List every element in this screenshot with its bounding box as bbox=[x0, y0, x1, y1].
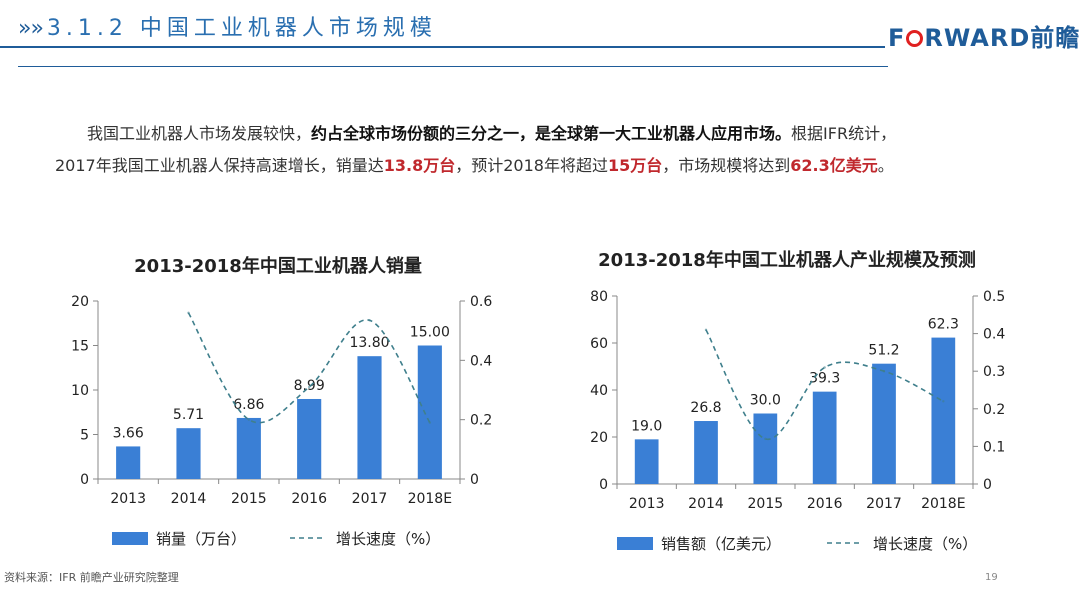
highlight-sales: 13.8万台 bbox=[383, 156, 456, 175]
legend-bar-swatch bbox=[112, 532, 148, 545]
y-left-tick-label: 0 bbox=[599, 477, 608, 493]
y-right-tick-label: 0.4 bbox=[470, 353, 492, 369]
y-right-tick-label: 0.4 bbox=[983, 327, 1005, 343]
x-tick-label: 2014 bbox=[171, 491, 207, 507]
x-tick-label: 2014 bbox=[688, 496, 724, 512]
sales-volume-chart: 2013-2018年中国工业机器人销量 0 5 10 15 20 0 0.2 0.4 0.6 3.6… bbox=[40, 240, 530, 570]
industry-scale-chart-svg: 2013-2018年中国工业机器人产业规模及预测 0 20 40 60 80 0 0.1 0.2… bbox=[590, 249, 1005, 553]
y-left-tick-label: 15 bbox=[71, 339, 89, 355]
legend-line-label: 增长速度（%） bbox=[873, 535, 977, 553]
page-number: 19 bbox=[985, 572, 998, 583]
growth-rate-point bbox=[307, 385, 311, 389]
header: »» 3.1.2 中国工业机器人市场规模 F RWARD前瞻 bbox=[0, 0, 1080, 70]
sales-volume-chart-svg: 2013-2018年中国工业机器人销量 0 5 10 15 20 0 0.2 0.4 0.6 3.6… bbox=[71, 255, 492, 548]
y-left-tick-label: 80 bbox=[590, 289, 608, 305]
source-note: 资料来源：IFR 前瞻产业研究院整理 bbox=[4, 571, 179, 584]
y-left-tick-label: 60 bbox=[590, 336, 608, 352]
legend-line-label: 增长速度（%） bbox=[336, 530, 440, 548]
bar-2014 bbox=[694, 421, 718, 484]
bar-value-label: 62.3 bbox=[928, 317, 959, 333]
chart-title: 2013-2018年中国工业机器人销量 bbox=[134, 255, 422, 277]
growth-rate-point bbox=[368, 319, 371, 322]
bar-value-label: 19.0 bbox=[631, 418, 662, 434]
bar-value-label: 26.8 bbox=[690, 400, 721, 416]
industry-scale-chart: 2013-2018年中国工业机器人产业规模及预测 0 20 40 60 80 0 0.1 0.2… bbox=[555, 240, 1035, 570]
growth-rate-point bbox=[247, 418, 251, 421]
bar-value-label: 3.66 bbox=[113, 425, 144, 441]
y-right-tick-label: 0.1 bbox=[983, 439, 1005, 455]
bar-value-label: 6.86 bbox=[233, 397, 264, 413]
y-right-tick-label: 0.6 bbox=[470, 294, 492, 310]
x-tick-label: 2013 bbox=[110, 491, 146, 507]
growth-rate-point bbox=[764, 437, 767, 441]
bar-value-label: 13.80 bbox=[349, 335, 389, 351]
header-divider bbox=[0, 46, 885, 48]
y-right-tick-label: 0 bbox=[470, 472, 479, 488]
bar-value-label: 30.0 bbox=[750, 393, 781, 409]
x-tick-label: 2017 bbox=[866, 496, 902, 512]
bar-value-label: 5.71 bbox=[173, 407, 204, 423]
bar-value-label: 39.3 bbox=[809, 371, 840, 387]
section-title: »» 3.1.2 中国工业机器人市场规模 bbox=[18, 10, 437, 42]
y-left-tick-label: 20 bbox=[590, 430, 608, 446]
y-left-tick-label: 5 bbox=[80, 428, 89, 444]
bar-value-label: 15.00 bbox=[410, 325, 450, 341]
bar-2017 bbox=[872, 363, 896, 484]
arrows-icon: »» bbox=[18, 16, 44, 41]
x-tick-label: 2016 bbox=[291, 491, 327, 507]
highlight-forecast: 15万台 bbox=[607, 156, 663, 175]
bar-2015 bbox=[753, 413, 778, 484]
x-tick-label: 2013 bbox=[629, 496, 665, 512]
growth-rate-point bbox=[428, 421, 432, 424]
intro-paragraph: 我国工业机器人市场发展较快，约占全球市场份额的三分之一，是全球第一大工业机器人应… bbox=[55, 124, 897, 175]
y-right-tick-label: 0.2 bbox=[470, 413, 492, 429]
growth-rate-line bbox=[705, 329, 944, 440]
y-left-tick-label: 10 bbox=[71, 383, 89, 399]
x-tick-label: 2016 bbox=[807, 496, 843, 512]
bar-2017 bbox=[357, 356, 382, 479]
y-left-tick-label: 20 bbox=[71, 294, 89, 310]
y-right-tick-label: 0.5 bbox=[983, 289, 1005, 305]
x-tick-label: 2018E bbox=[921, 496, 965, 512]
x-tick-label: 2018E bbox=[408, 491, 452, 507]
growth-rate-line bbox=[187, 312, 431, 424]
header-underline bbox=[18, 66, 888, 67]
forward-logo: F RWARD前瞻 bbox=[888, 24, 1080, 52]
bar-2014 bbox=[176, 428, 201, 479]
x-tick-label: 2015 bbox=[748, 496, 784, 512]
logo-ring-icon bbox=[906, 30, 924, 47]
bar-2013 bbox=[116, 446, 141, 479]
growth-rate-point bbox=[187, 311, 190, 315]
y-left-tick-label: 40 bbox=[590, 383, 608, 399]
bar-2015 bbox=[236, 417, 261, 479]
y-right-tick-label: 0.2 bbox=[983, 402, 1005, 418]
growth-rate-point bbox=[942, 400, 945, 403]
legend-bar-label: 销量（万台） bbox=[156, 530, 246, 548]
growth-rate-point bbox=[823, 366, 826, 369]
y-right-tick-label: 0.3 bbox=[983, 364, 1005, 380]
bar-2016 bbox=[812, 391, 837, 484]
legend-bar-swatch bbox=[617, 537, 653, 550]
growth-rate-point bbox=[882, 370, 886, 373]
x-tick-label: 2015 bbox=[231, 491, 267, 507]
chart-title: 2013-2018年中国工业机器人产业规模及预测 bbox=[598, 249, 976, 271]
section-title-text: 3.1.2 中国工业机器人市场规模 bbox=[46, 16, 437, 41]
legend-bar-label: 销售额（亿美元） bbox=[661, 535, 781, 553]
bar-2018E bbox=[931, 337, 956, 484]
y-right-tick-label: 0 bbox=[983, 477, 992, 493]
highlight-market-size: 62.3亿美元 bbox=[790, 156, 878, 175]
growth-rate-point bbox=[704, 328, 708, 332]
highlight-share: 约占全球市场份额的三分之一，是全球第一大工业机器人应用市场。 bbox=[311, 124, 792, 143]
y-left-tick-label: 0 bbox=[80, 472, 89, 488]
bar-value-label: 51.2 bbox=[868, 343, 899, 359]
bar-2016 bbox=[297, 398, 322, 479]
bar-2013 bbox=[634, 439, 659, 484]
bar-2018E bbox=[417, 345, 442, 479]
x-tick-label: 2017 bbox=[352, 491, 388, 507]
